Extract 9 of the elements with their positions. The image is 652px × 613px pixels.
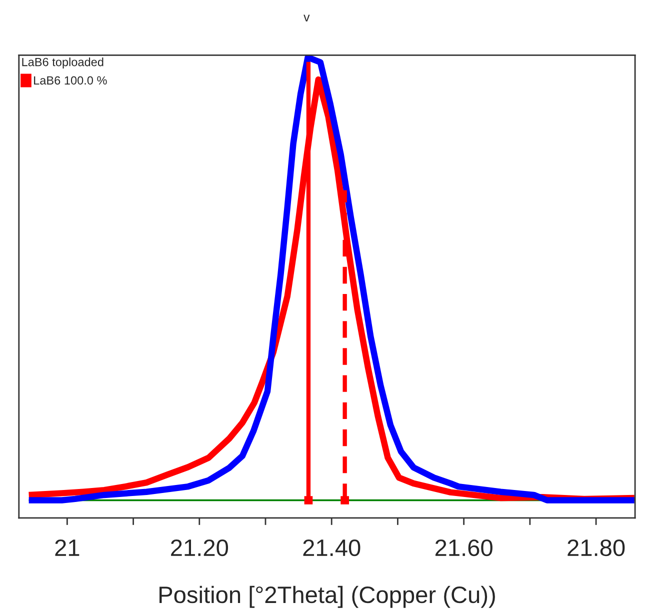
x-axis-title: Position [°2Theta] (Copper (Cu))	[160, 586, 495, 608]
text: v	[304, 14, 310, 22]
legend-title: LaB6 toploaded	[22, 58, 104, 69]
x-tick-label: 21.20	[171, 539, 228, 556]
legend-label: LaB6 100.0 %	[34, 76, 107, 85]
x-tick-label: 21	[55, 539, 80, 556]
x-tick-label: 21.80	[568, 539, 625, 556]
x-tick-label: 21.40	[303, 539, 360, 556]
x-tick-label: 21.60	[435, 539, 492, 556]
